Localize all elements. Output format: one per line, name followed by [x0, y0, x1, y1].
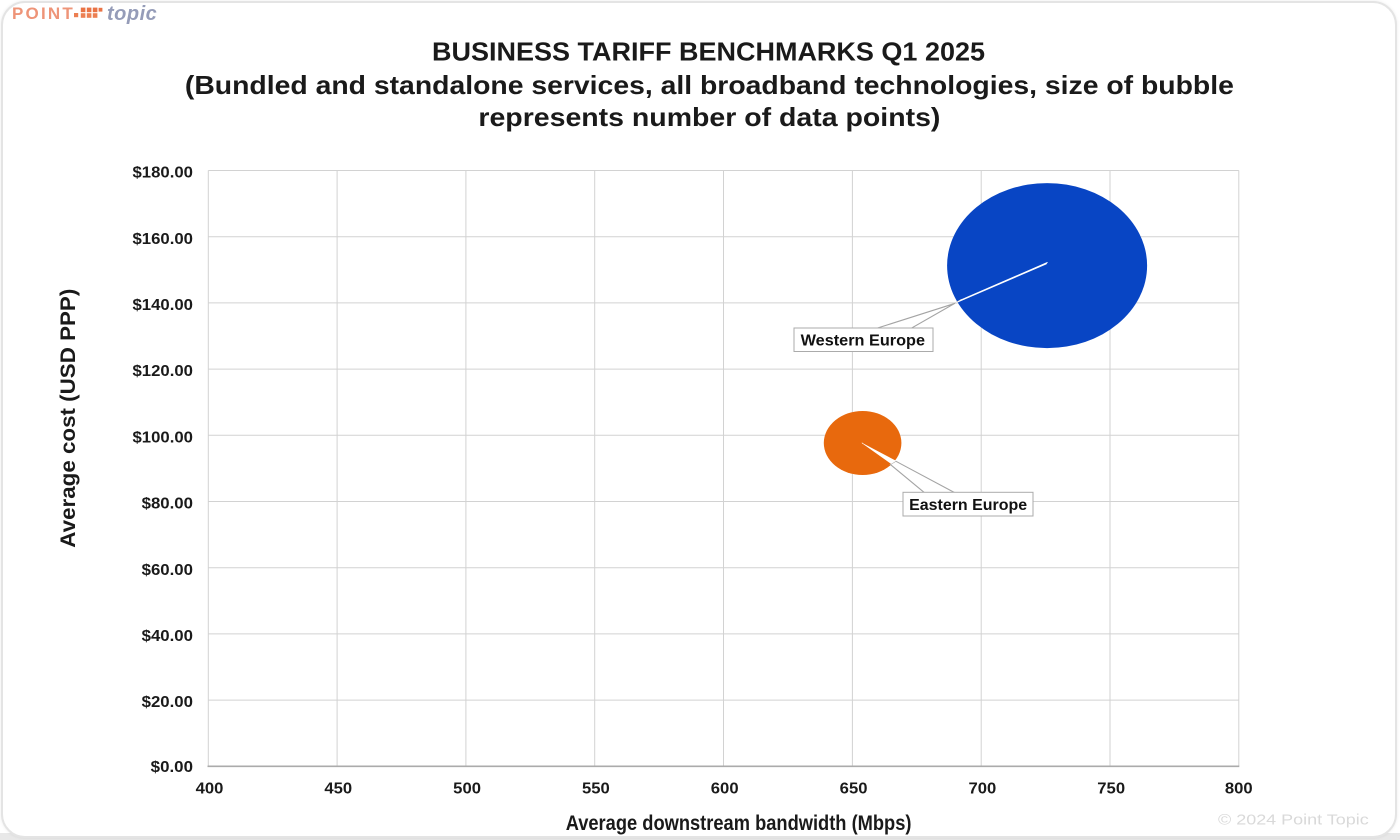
svg-text:700: 700	[969, 780, 997, 797]
svg-text:$180.00: $180.00	[133, 165, 194, 182]
svg-text:Average cost (USD PPP): Average cost (USD PPP)	[57, 289, 80, 548]
svg-text:$20.00: $20.00	[142, 694, 194, 711]
svg-text:© 2024 Point Topic: © 2024 Point Topic	[1218, 812, 1369, 828]
svg-text:500: 500	[453, 780, 481, 797]
svg-text:topic: topic	[107, 3, 157, 25]
svg-text:800: 800	[1225, 780, 1253, 797]
svg-text:BUSINESS TARIFF BENCHMARKS Q1: BUSINESS TARIFF BENCHMARKS Q1 2025	[432, 37, 985, 67]
svg-text:$40.00: $40.00	[142, 628, 194, 645]
svg-text:Western Europe: Western Europe	[801, 333, 925, 350]
svg-text:550: 550	[582, 780, 610, 797]
svg-text:750: 750	[1097, 780, 1125, 797]
svg-text:$60.00: $60.00	[142, 562, 194, 579]
svg-text:650: 650	[840, 780, 868, 797]
svg-text:450: 450	[324, 780, 352, 797]
svg-text:represents number of data poin: represents number of data points)	[478, 102, 940, 132]
svg-text:600: 600	[711, 780, 739, 797]
svg-text:(Bundled and standalone servic: (Bundled and standalone services, all br…	[185, 70, 1234, 100]
svg-text:Eastern Europe: Eastern Europe	[909, 497, 1027, 514]
svg-text:$160.00: $160.00	[133, 231, 194, 248]
svg-text:$120.00: $120.00	[133, 363, 194, 380]
svg-text:$100.00: $100.00	[133, 429, 194, 446]
svg-text:$140.00: $140.00	[133, 297, 194, 314]
svg-text:Average downstream bandwidth (: Average downstream bandwidth (Mbps)	[566, 812, 912, 835]
svg-text:400: 400	[196, 780, 224, 797]
svg-text:$80.00: $80.00	[142, 496, 194, 513]
svg-text:POINT: POINT	[12, 4, 75, 23]
svg-text:$0.00: $0.00	[151, 759, 193, 776]
